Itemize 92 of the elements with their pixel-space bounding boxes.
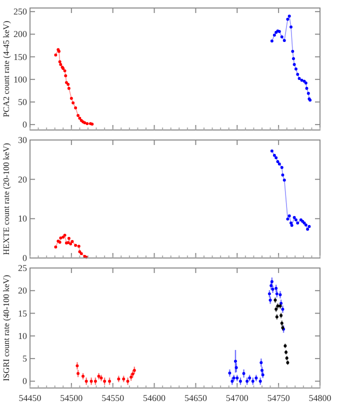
y-tick-label: 0 [22, 376, 28, 386]
point [296, 72, 300, 76]
point [242, 372, 246, 375]
x-tick-label: 54750 [267, 393, 290, 403]
y-tick-label: 200 [14, 29, 28, 40]
point [281, 174, 284, 176]
point [67, 86, 70, 90]
point [280, 35, 284, 38]
x-tick-label: 54800 [308, 393, 332, 403]
point [291, 50, 294, 53]
line-series [270, 150, 311, 231]
y-axis-title: ISGRI count rate (40-100 keV) [1, 274, 11, 382]
point [272, 154, 276, 157]
y-tick-label: 15 [18, 308, 28, 318]
point [278, 162, 281, 166]
point [292, 216, 296, 219]
point [282, 39, 286, 42]
point [306, 228, 310, 231]
x-tick-label: 54700 [226, 393, 249, 403]
point [234, 360, 237, 363]
point [280, 166, 284, 170]
point [131, 372, 134, 376]
y-tick-label: 10 [18, 330, 28, 341]
point [59, 236, 62, 240]
y-tick-label: 20 [18, 286, 28, 296]
y-tick-label: 30 [18, 135, 28, 145]
point [270, 150, 274, 153]
point [76, 114, 80, 118]
y-tick-label: 10 [18, 214, 28, 224]
point [276, 160, 280, 164]
x-tick-label: 54500 [60, 393, 84, 403]
point [274, 156, 278, 160]
point [294, 68, 298, 70]
point [305, 86, 308, 90]
point [69, 242, 72, 246]
point [70, 240, 74, 243]
point [308, 225, 311, 228]
point [86, 122, 89, 126]
point [58, 60, 62, 64]
point [288, 14, 291, 18]
point [300, 78, 304, 82]
point [234, 366, 238, 370]
point [290, 222, 292, 224]
point [290, 25, 292, 28]
y-tick-label: 100 [14, 74, 28, 84]
point [62, 236, 65, 239]
point [298, 77, 301, 80]
y-axis-title: PCA2 count rate (4-45 keV) [1, 20, 11, 118]
point [64, 81, 68, 84]
point [260, 361, 263, 364]
point [76, 372, 80, 375]
x-tick-label: 54600 [143, 393, 166, 403]
point [72, 101, 75, 104]
point [282, 178, 286, 182]
x-tick-label: 54550 [102, 393, 125, 403]
y-tick-label: 25 [18, 263, 28, 273]
point [290, 224, 294, 227]
point [74, 244, 78, 247]
point [63, 234, 66, 237]
point [54, 245, 58, 248]
point [296, 222, 300, 224]
point [63, 69, 66, 72]
point [228, 372, 232, 375]
point [306, 92, 310, 95]
point [272, 34, 276, 37]
point [74, 106, 78, 110]
point [54, 54, 58, 56]
point [288, 214, 291, 218]
y-tick-label: 150 [14, 52, 28, 62]
y-tick-label: 5 [22, 354, 28, 364]
point [70, 96, 73, 100]
y-tick-label: 50 [18, 96, 28, 107]
point [270, 280, 274, 284]
y-tick-label: 0 [22, 253, 28, 263]
y-tick-label: 20 [18, 174, 28, 184]
point [64, 74, 68, 78]
point [270, 284, 273, 288]
y-axis-title: HEXTE count rate (20-100 keV) [1, 142, 11, 255]
point [292, 57, 295, 60]
point [292, 62, 296, 66]
y-tick-label: 250 [14, 6, 28, 17]
point [67, 236, 70, 240]
point [270, 39, 274, 42]
x-tick-label: 54450 [18, 393, 42, 403]
point [66, 82, 70, 86]
point [59, 62, 62, 66]
x-tick-label: 54650 [184, 393, 208, 403]
point [77, 244, 80, 248]
point [286, 218, 290, 221]
point [294, 218, 298, 222]
point [286, 18, 290, 21]
y-tick-label: 0 [22, 120, 28, 130]
